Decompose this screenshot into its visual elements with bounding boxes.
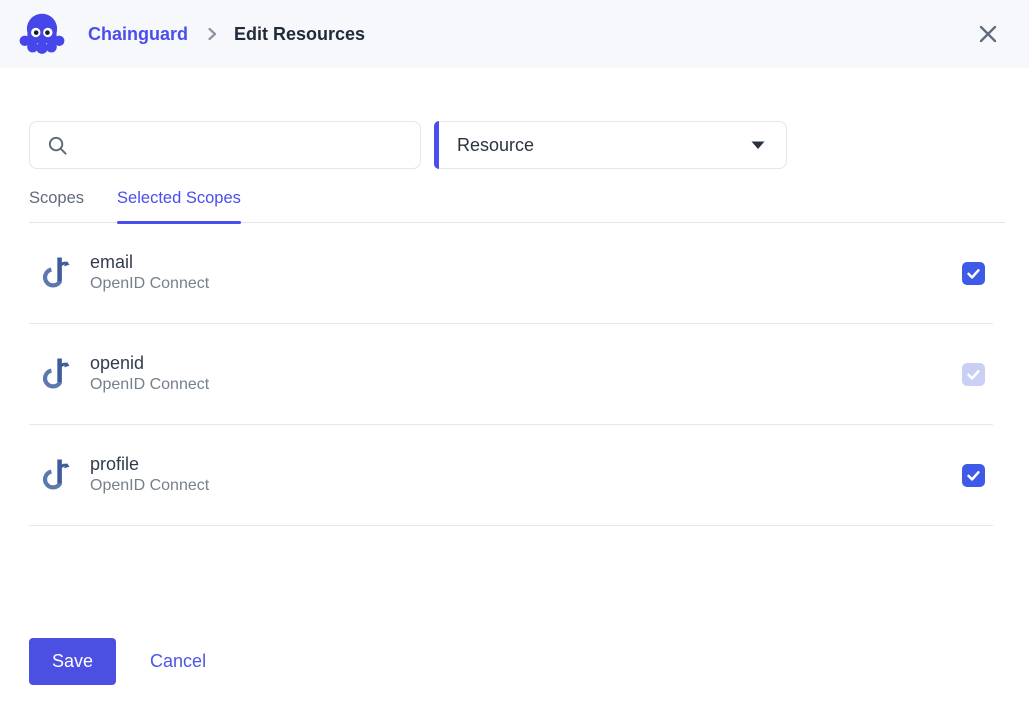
main-content: Resource Scopes Selected Scopes	[0, 68, 1029, 701]
check-icon	[967, 470, 980, 481]
tab-scopes[interactable]: Scopes	[29, 189, 85, 207]
chevron-right-icon	[204, 26, 220, 42]
header: Chainguard Edit Resources	[0, 0, 1029, 68]
tabs: Scopes Selected Scopes	[29, 179, 1005, 224]
search-icon	[48, 136, 67, 155]
scope-subtitle: OpenID Connect	[90, 376, 210, 394]
scope-title: email	[90, 251, 134, 272]
footer-actions: Save Cancel	[29, 638, 1005, 685]
scope-checkbox-disabled	[962, 362, 985, 386]
scope-text: profile OpenID Connect	[90, 453, 209, 497]
scope-text: email OpenID Connect	[90, 251, 209, 295]
close-button[interactable]	[971, 17, 1005, 51]
search-box[interactable]	[29, 121, 421, 169]
octopus-icon	[19, 13, 65, 54]
caret-down-icon	[750, 141, 766, 150]
scope-subtitle: OpenID Connect	[90, 275, 210, 293]
scope-title: openid	[90, 352, 145, 373]
scope-row-openid: openid OpenID Connect	[29, 324, 993, 425]
scope-checkbox[interactable]	[962, 463, 985, 487]
filter-controls: Resource	[29, 121, 1005, 169]
search-input[interactable]	[81, 121, 420, 169]
tab-selected-scopes[interactable]: Selected Scopes	[117, 179, 241, 224]
close-icon	[979, 25, 997, 43]
dropdown-selected-value: Resource	[457, 134, 535, 155]
resource-dropdown[interactable]: Resource	[434, 121, 787, 169]
scope-subtitle: OpenID Connect	[90, 477, 210, 495]
scope-checkbox[interactable]	[962, 261, 985, 285]
openid-icon	[43, 456, 74, 494]
page-title: Edit Resources	[234, 23, 366, 44]
openid-icon	[43, 355, 74, 393]
scope-row-email: email OpenID Connect	[29, 223, 993, 324]
save-button[interactable]: Save	[29, 638, 117, 685]
breadcrumb-brand-link[interactable]: Chainguard	[88, 23, 189, 44]
scope-text: openid OpenID Connect	[90, 352, 209, 396]
chainguard-octopus-logo[interactable]	[16, 10, 68, 58]
check-icon	[967, 369, 980, 380]
scope-title: profile	[90, 453, 140, 474]
openid-icon	[43, 254, 74, 292]
scope-list: email OpenID Connect	[29, 223, 1005, 526]
check-icon	[967, 268, 980, 279]
scope-row-profile: profile OpenID Connect	[29, 425, 993, 526]
cancel-button[interactable]: Cancel	[150, 651, 207, 671]
dropdown-accent-bar	[434, 121, 439, 169]
